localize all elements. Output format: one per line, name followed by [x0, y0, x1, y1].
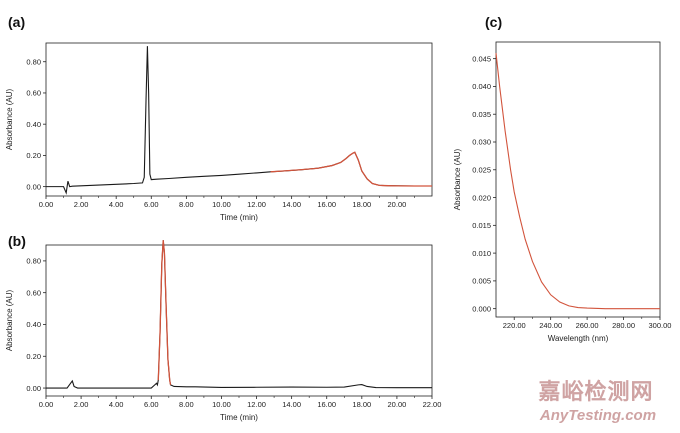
x-tick-label: 240.00 — [539, 321, 562, 330]
panel-c: (c) 220.00 240.00 260.00 280.00 300.00 0.000 0.… — [453, 14, 671, 343]
x-tick-label: 10.00 — [212, 200, 231, 209]
y-tick-label: 0.045 — [472, 54, 491, 63]
x-tick-label: 0.00 — [39, 400, 54, 409]
x-tick-label: 16.00 — [317, 200, 336, 209]
y-tick-label: 0.80 — [26, 57, 41, 66]
panel-label: (b) — [8, 233, 26, 249]
y-tick-label: 0.005 — [472, 277, 491, 286]
y-tick-label: 0.60 — [26, 89, 41, 98]
y-tick-label: 0.40 — [26, 320, 41, 329]
chromatogram-trace-line — [46, 240, 432, 389]
y-tick-label: 0.60 — [26, 288, 41, 297]
y-tick-label: 0.40 — [26, 120, 41, 129]
x-axis-label: Wavelength (nm) — [548, 334, 609, 343]
x-tick-label: 260.00 — [576, 321, 599, 330]
x-tick-label: 20.00 — [388, 400, 407, 409]
plot-frame — [495, 41, 661, 318]
y-tick-label: 0.00 — [26, 182, 41, 191]
x-tick-label: 8.00 — [179, 400, 194, 409]
watermark-line1: 嘉峪检测网 — [538, 379, 653, 404]
x-tick-label: 18.00 — [352, 200, 371, 209]
x-axis-label: Time (min) — [220, 413, 258, 422]
y-tick-label: 0.000 — [472, 304, 491, 313]
x-tick-label: 280.00 — [612, 321, 635, 330]
chromatogram-trace-line — [46, 46, 432, 195]
x-tick-label: 18.00 — [352, 400, 371, 409]
y-tick-label: 0.010 — [472, 249, 491, 258]
x-tick-label: 4.00 — [109, 400, 124, 409]
watermark: 嘉峪检测网 AnyTesting.com — [538, 379, 656, 424]
x-tick-label: 0.00 — [39, 200, 54, 209]
x-tick-label: 20.00 — [388, 200, 407, 209]
watermark-line2: AnyTesting.com — [539, 407, 656, 424]
y-axis-label: Absorbance (AU) — [453, 148, 462, 210]
y-tick-label: 0.00 — [26, 384, 41, 393]
plot-frame — [45, 244, 433, 397]
x-tick-label: 16.00 — [317, 400, 336, 409]
panel-label: (a) — [8, 14, 25, 30]
y-tick-label: 0.020 — [472, 193, 491, 202]
x-tick-label: 4.00 — [109, 200, 124, 209]
highlighted-trace-segment — [157, 240, 172, 385]
y-tick-label: 0.025 — [472, 165, 491, 174]
x-tick-label: 8.00 — [179, 200, 194, 209]
x-tick-label: 6.00 — [144, 200, 159, 209]
x-tick-label: 6.00 — [144, 400, 159, 409]
x-tick-label: 220.00 — [503, 321, 526, 330]
x-tick-label: 300.00 — [649, 321, 672, 330]
x-tick-label: 2.00 — [74, 200, 89, 209]
x-tick-label: 12.00 — [247, 200, 266, 209]
x-tick-label: 22.00 — [423, 400, 442, 409]
x-tick-label: 2.00 — [74, 400, 89, 409]
y-axis-label: Absorbance (AU) — [5, 88, 14, 150]
y-tick-label: 0.20 — [26, 352, 41, 361]
x-tick-label: 12.00 — [247, 400, 266, 409]
panel-label: (c) — [485, 14, 502, 30]
panel-a: (a) 0.00 2.00 4.00 6.00 8.00 10.00 12.00 14.00 16… — [5, 14, 433, 222]
x-tick-label: 14.00 — [282, 400, 301, 409]
y-tick-label: 0.035 — [472, 110, 491, 119]
x-axis-label: Time (min) — [220, 213, 258, 222]
y-tick-label: 0.040 — [472, 82, 491, 91]
x-tick-label: 10.00 — [212, 400, 231, 409]
y-axis-label: Absorbance (AU) — [5, 289, 14, 351]
plot-frame — [45, 42, 433, 197]
y-tick-label: 0.80 — [26, 257, 41, 266]
y-tick-label: 0.030 — [472, 138, 491, 147]
highlighted-trace-segment — [270, 151, 432, 187]
absorbance-spectrum-line — [495, 53, 660, 310]
y-tick-label: 0.015 — [472, 221, 491, 230]
y-tick-label: 0.20 — [26, 151, 41, 160]
x-tick-label: 14.00 — [282, 200, 301, 209]
panel-b: (b) 0.00 2.00 4.00 6.00 8.00 10.00 12.00 14.00 16… — [5, 233, 441, 422]
